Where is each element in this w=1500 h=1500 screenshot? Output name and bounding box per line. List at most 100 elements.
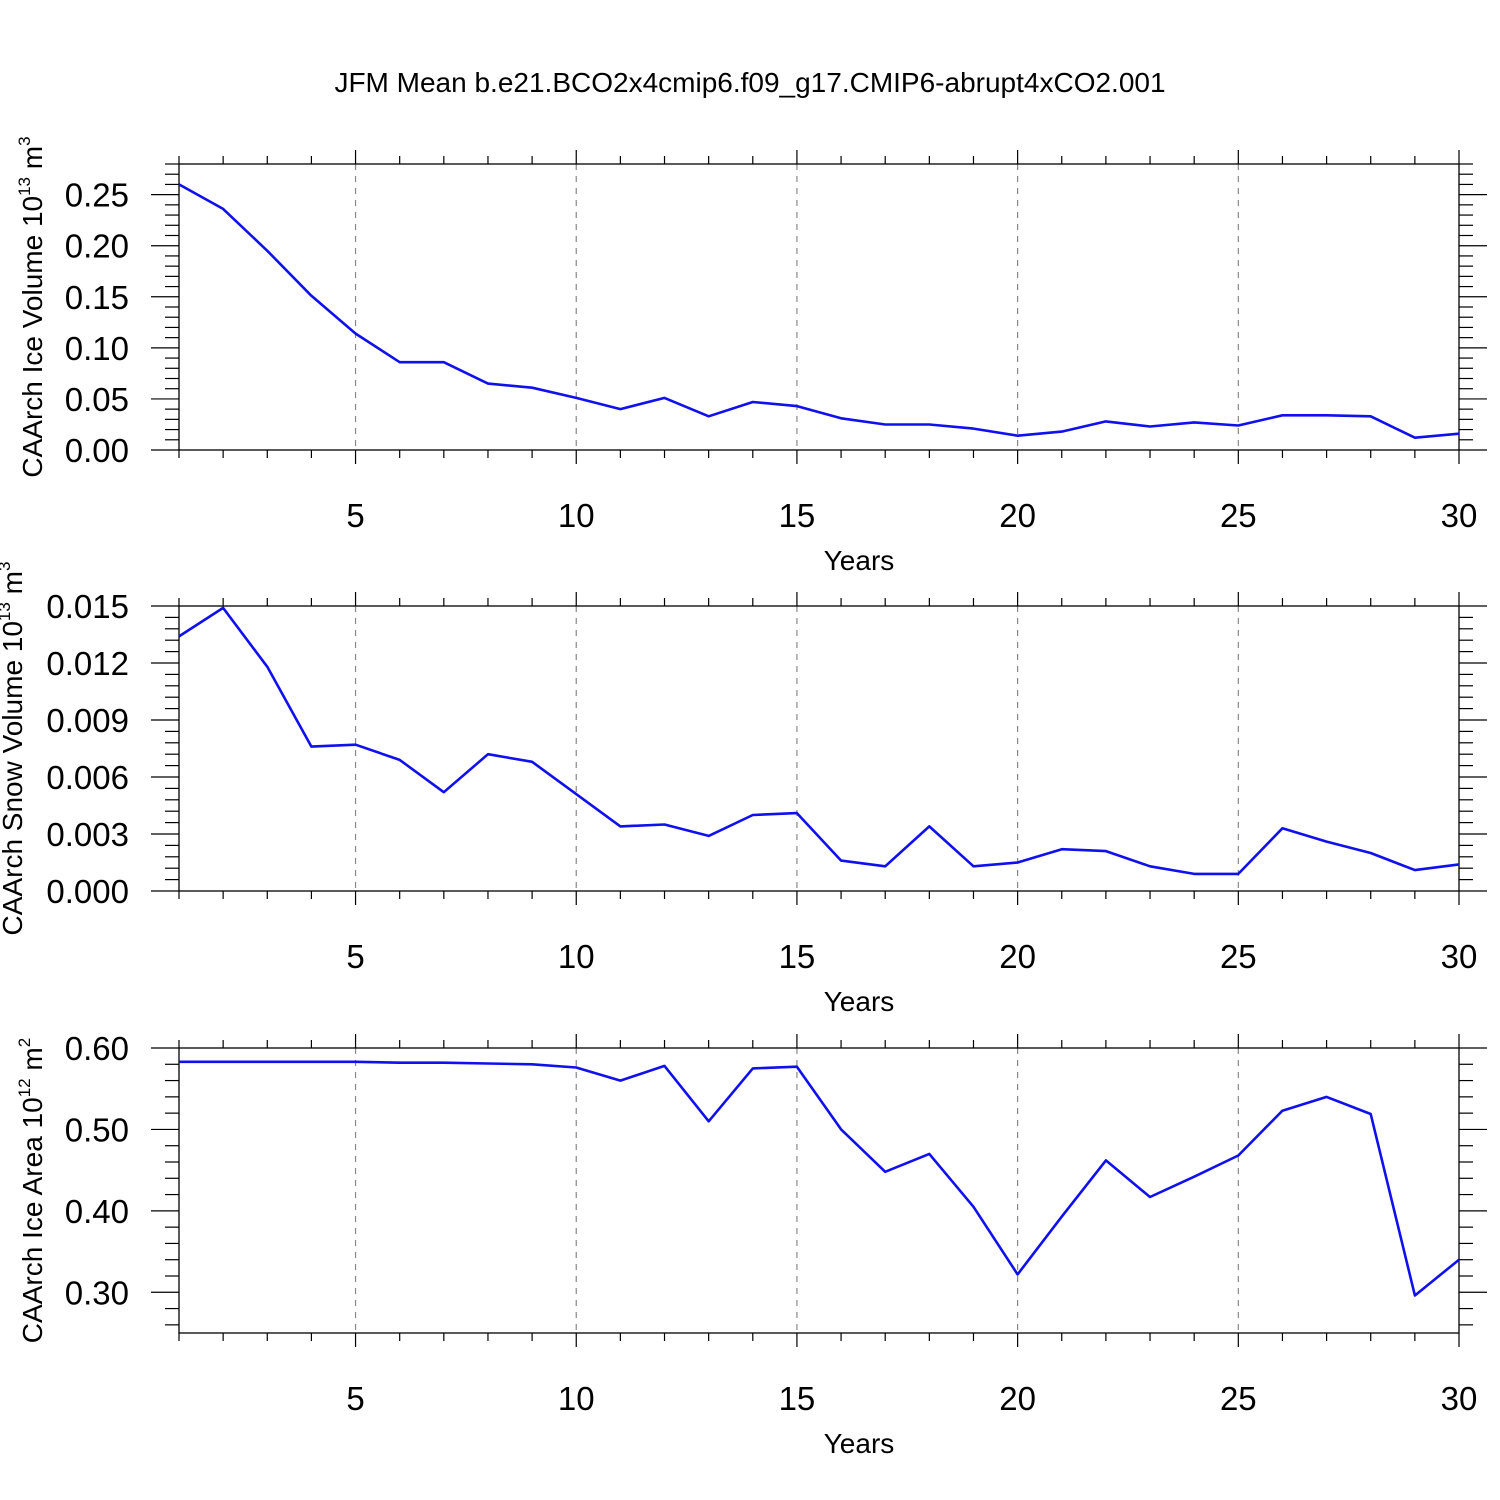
ice-volume-data-point bbox=[1325, 413, 1329, 417]
ice-volume-xtick-label: 5 bbox=[346, 497, 364, 534]
ice-area-data-point bbox=[1016, 1272, 1020, 1276]
ice-volume-data-point bbox=[1060, 430, 1064, 434]
ice-volume-ytick-label: 0.10 bbox=[65, 330, 129, 367]
snow-volume-y-axis-label: CAArch Snow Volume 1013 m3 bbox=[0, 562, 28, 936]
ice-area-data-point bbox=[839, 1127, 843, 1131]
ice-volume-data-point bbox=[1457, 432, 1461, 436]
ice-area-xtick-label: 30 bbox=[1441, 1380, 1478, 1417]
ice-area-ytick-label: 0.60 bbox=[65, 1030, 129, 1067]
snow-volume-data-point bbox=[398, 758, 402, 762]
snow-volume-xtick-label: 20 bbox=[999, 938, 1036, 975]
snow-volume-xtick-label: 25 bbox=[1220, 938, 1257, 975]
ice-area-xtick-label: 25 bbox=[1220, 1380, 1257, 1417]
ice-area-data-point bbox=[663, 1064, 667, 1068]
snow-volume-data-point bbox=[1192, 872, 1196, 876]
snow-volume-data-point bbox=[486, 752, 490, 756]
ice-area-data-point bbox=[221, 1060, 225, 1064]
ice-area-xtick-label: 10 bbox=[558, 1380, 595, 1417]
snow-volume-data-point bbox=[1060, 847, 1064, 851]
ice-area-data-point bbox=[1192, 1175, 1196, 1179]
snow-volume-data-point bbox=[707, 834, 711, 838]
ice-volume-data-point bbox=[1236, 423, 1240, 427]
ice-area-data-point bbox=[1060, 1215, 1064, 1219]
snow-volume-frame bbox=[178, 605, 1460, 892]
snow-volume-data-point bbox=[1148, 864, 1152, 868]
ice-volume-xtick-label: 15 bbox=[779, 497, 816, 534]
ice-volume-ytick-label: 0.15 bbox=[65, 279, 129, 316]
ice-area-ytick-label: 0.30 bbox=[65, 1274, 129, 1311]
snow-volume-data-point bbox=[530, 760, 534, 764]
ice-area-ytick-label: 0.50 bbox=[65, 1111, 129, 1148]
ice-volume-data-point bbox=[1369, 414, 1373, 418]
ice-area-data-point bbox=[1236, 1153, 1240, 1157]
ice-volume-ytick-label: 0.25 bbox=[65, 177, 129, 214]
snow-volume-data-point bbox=[574, 792, 578, 796]
ice-area-data-point bbox=[1104, 1158, 1108, 1162]
ice-volume-data-point bbox=[177, 182, 181, 186]
snow-volume-ytick-label: 0.015 bbox=[46, 588, 129, 625]
ice-volume-data-point bbox=[1413, 436, 1417, 440]
ice-area-data-point bbox=[883, 1170, 887, 1174]
snow-volume-data-point bbox=[265, 665, 269, 669]
ice-volume-ytick-label: 0.00 bbox=[65, 432, 129, 469]
snow-volume-ytick-label: 0.006 bbox=[46, 759, 129, 796]
ice-volume-xtick-label: 30 bbox=[1441, 497, 1478, 534]
ice-volume-data-point bbox=[442, 360, 446, 364]
ice-area-series-line bbox=[179, 1060, 1460, 1297]
ice-area-data-point bbox=[1280, 1109, 1284, 1113]
ice-area-ytick-label: 0.40 bbox=[65, 1193, 129, 1230]
ice-area-data-point bbox=[486, 1061, 490, 1065]
ice-volume-data-point bbox=[1280, 413, 1284, 417]
ice-volume-data-point bbox=[1016, 434, 1020, 438]
ice-area-data-point bbox=[751, 1066, 755, 1070]
ice-area-data-point bbox=[530, 1062, 534, 1066]
ice-volume-data-point bbox=[883, 422, 887, 426]
ice-volume-data-point bbox=[618, 407, 622, 411]
ice-area-data-point bbox=[265, 1060, 269, 1064]
ice-volume-frame bbox=[178, 163, 1460, 451]
ice-area-data-point bbox=[1325, 1095, 1329, 1099]
ice-volume-data-point bbox=[1192, 420, 1196, 424]
panels: 5 10 15 20 25 30 0.00 0.05 0.10 0.15 0.20 0.25 Years… bbox=[0, 136, 1487, 1459]
ice-volume-data-point bbox=[221, 207, 225, 211]
ice-volume-data-point bbox=[1104, 419, 1108, 423]
ice-area-data-point bbox=[1369, 1112, 1373, 1116]
ice-area-x-axis-label: Years bbox=[824, 1428, 895, 1459]
snow-volume-xtick-label: 30 bbox=[1441, 938, 1478, 975]
snow-volume-data-point bbox=[618, 824, 622, 828]
ice-volume-ytick-label: 0.05 bbox=[65, 381, 129, 418]
snow-volume-data-point bbox=[442, 790, 446, 794]
snow-volume-data-point bbox=[309, 745, 313, 749]
ice-volume-xtick-label: 10 bbox=[558, 497, 595, 534]
ice-area-xtick-label: 20 bbox=[999, 1380, 1036, 1417]
ice-area-xtick-label: 15 bbox=[779, 1380, 816, 1417]
snow-volume-ytick-label: 0.009 bbox=[46, 702, 129, 739]
ice-volume-data-point bbox=[530, 386, 534, 390]
ice-area-data-point bbox=[1413, 1294, 1417, 1298]
ice-volume-x-axis-label: Years bbox=[824, 545, 895, 576]
ice-area-data-point bbox=[1457, 1258, 1461, 1262]
ice-area-data-point bbox=[971, 1205, 975, 1209]
ice-volume-y-axis-label: CAArch Ice Volume 1013 m3 bbox=[15, 136, 48, 477]
ice-volume-data-point bbox=[707, 414, 711, 418]
ice-area-data-point bbox=[795, 1065, 799, 1069]
ice-area-xtick-label: 5 bbox=[346, 1380, 364, 1417]
snow-volume-data-point bbox=[1280, 826, 1284, 830]
snow-volume-ytick-label: 0.012 bbox=[46, 645, 129, 682]
ice-area-y-axis-label: CAArch Ice Area 1012 m2 bbox=[15, 1038, 48, 1343]
ice-volume-data-point bbox=[486, 382, 490, 386]
snow-volume-x-axis-label: Years bbox=[824, 986, 895, 1017]
ice-area-data-point bbox=[177, 1060, 181, 1064]
snow-volume-data-point bbox=[883, 864, 887, 868]
snow-volume-data-point bbox=[1104, 849, 1108, 853]
ice-volume-data-point bbox=[398, 360, 402, 364]
ice-area-data-point bbox=[707, 1119, 711, 1123]
snow-volume-data-point bbox=[1457, 862, 1461, 866]
snow-volume-data-point bbox=[221, 606, 225, 610]
snow-volume-data-point bbox=[751, 813, 755, 817]
ice-volume-data-point bbox=[839, 416, 843, 420]
ice-volume-panel: 5 10 15 20 25 30 0.00 0.05 0.10 0.15 0.20 0.25 Years… bbox=[15, 136, 1487, 576]
snow-volume-data-point bbox=[927, 824, 931, 828]
ice-area-data-point bbox=[618, 1079, 622, 1083]
